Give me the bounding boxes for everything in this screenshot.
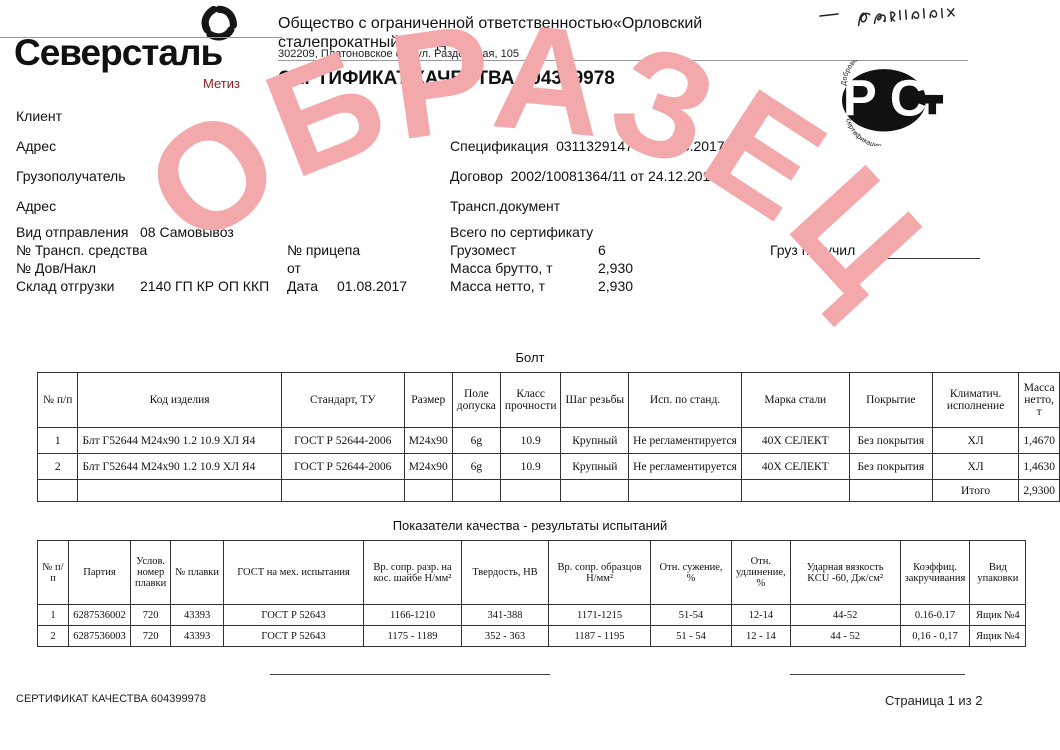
svg-text:ОБРАЗЕЦ: ОБРАЗЕЦ [115, 0, 960, 332]
